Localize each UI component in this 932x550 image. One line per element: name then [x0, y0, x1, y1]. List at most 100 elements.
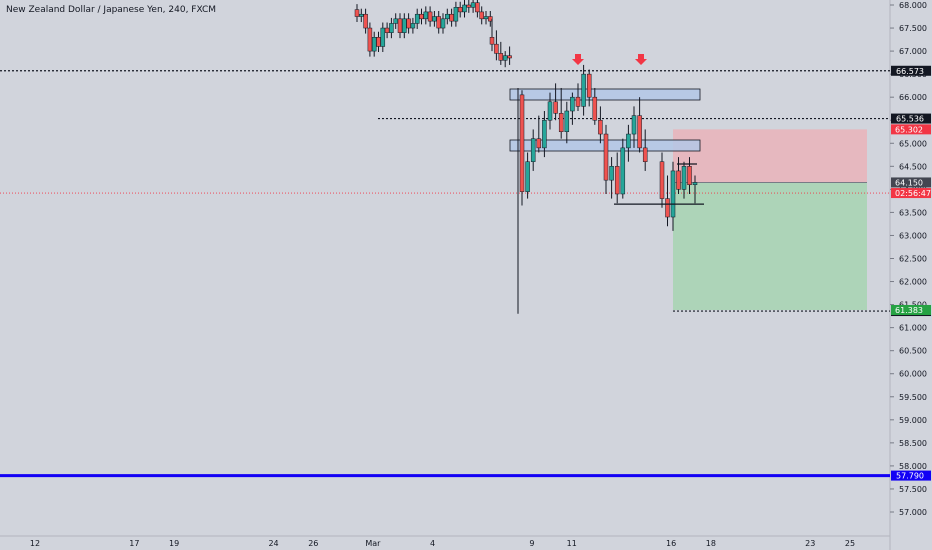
x-tick-label: 26 [308, 539, 318, 548]
arrow-down-icon[interactable] [572, 54, 584, 65]
price-label-text: 02:56:47 [895, 189, 931, 198]
candle-body [475, 2, 480, 13]
candle-body [681, 166, 687, 190]
price-label-text: 65.302 [895, 125, 923, 134]
candle-body [462, 4, 467, 13]
candle-body [423, 11, 429, 20]
candle-body [494, 43, 499, 54]
candle-body [436, 16, 441, 29]
candle-body [507, 55, 512, 59]
x-tick-label: 24 [268, 539, 278, 548]
candle-body [371, 37, 377, 52]
candle-body [410, 23, 416, 29]
price-label-box [891, 177, 931, 188]
candle-body [483, 16, 489, 20]
candle-body [384, 27, 390, 33]
candle-body [449, 13, 454, 22]
candle-body [479, 11, 484, 20]
y-tick-label: 60.000 [899, 370, 927, 379]
y-tick-label: 61.000 [899, 324, 927, 333]
y-tick-label: 60.500 [899, 347, 927, 356]
candle-body [626, 133, 631, 149]
candle-body [542, 119, 547, 149]
candle-body [427, 11, 433, 22]
candle-body [354, 9, 360, 17]
y-tick-label: 62.000 [899, 278, 927, 287]
candle-body [676, 170, 681, 190]
candle-body [547, 101, 553, 121]
level-price-tag-text: 65.536 [896, 115, 924, 124]
candle-body [389, 23, 394, 33]
x-tick-label: 18 [706, 539, 716, 548]
x-tick-label: 12 [30, 539, 40, 548]
candle-body [575, 96, 581, 107]
candle-body [440, 18, 446, 29]
price-label-box [891, 124, 931, 135]
y-tick-label: 64.500 [899, 162, 927, 171]
candle-body [432, 16, 437, 22]
arrow-down-icon[interactable] [635, 54, 647, 65]
zone-rect[interactable] [509, 88, 701, 101]
candle-body [530, 138, 536, 162]
level-price-tag [891, 65, 931, 76]
candle-body [393, 18, 398, 24]
candle-body [558, 113, 564, 132]
candle-body [659, 161, 665, 199]
x-tick-label: 23 [805, 539, 815, 548]
y-tick-label: 66.000 [899, 93, 927, 102]
candle-body [614, 166, 620, 195]
candle-body [570, 96, 575, 112]
level-price-tag-text: 57.790 [896, 472, 924, 481]
candle-body [586, 73, 592, 98]
candle-body [665, 198, 670, 218]
price-label-box [891, 304, 931, 315]
candle-body [470, 2, 476, 8]
position-stop-zone[interactable] [673, 129, 867, 183]
candle-body [376, 37, 381, 47]
y-tick-label: 63.500 [899, 208, 927, 217]
candle-body [581, 73, 586, 107]
y-tick-label: 67.500 [899, 24, 927, 33]
candle-body [402, 18, 407, 33]
candle-body [525, 161, 530, 192]
y-tick-label: 63.000 [899, 231, 927, 240]
level-price-tag [891, 470, 931, 481]
y-tick-label: 68.000 [899, 1, 927, 10]
x-tick-label: 16 [666, 539, 676, 548]
y-tick-label: 67.000 [899, 47, 927, 56]
position-target-zone[interactable] [673, 182, 867, 310]
y-tick-label: 65.000 [899, 139, 927, 148]
candle-body [631, 115, 637, 135]
x-tick-label: Mar [365, 539, 381, 548]
candle-body [642, 147, 648, 162]
candle-body [419, 13, 424, 20]
level-price-tag [891, 113, 931, 124]
candle-body [519, 94, 525, 192]
candle-body [553, 101, 558, 114]
candle-body [498, 53, 504, 61]
candle-body [414, 13, 420, 24]
y-tick-label: 58.500 [899, 439, 927, 448]
price-label-text: 61.383 [895, 306, 923, 315]
candle-body [564, 110, 570, 133]
candle-body [359, 13, 364, 17]
candle-body [603, 133, 609, 181]
candle-body [536, 138, 542, 149]
candle-body [598, 119, 603, 135]
candle-body [367, 27, 373, 52]
candle-body [406, 18, 411, 29]
candle-body [620, 147, 626, 195]
candle-body [445, 13, 450, 20]
y-tick-label: 59.000 [899, 416, 927, 425]
candle-body [670, 170, 676, 218]
x-tick-label: 19 [169, 539, 179, 548]
candle-body [592, 96, 598, 121]
candle-body [489, 37, 495, 45]
candle-body [363, 13, 368, 29]
candle-body [687, 166, 692, 186]
candle-body [502, 55, 508, 61]
price-label-text: 64.150 [895, 178, 923, 187]
candle-body [453, 7, 459, 22]
